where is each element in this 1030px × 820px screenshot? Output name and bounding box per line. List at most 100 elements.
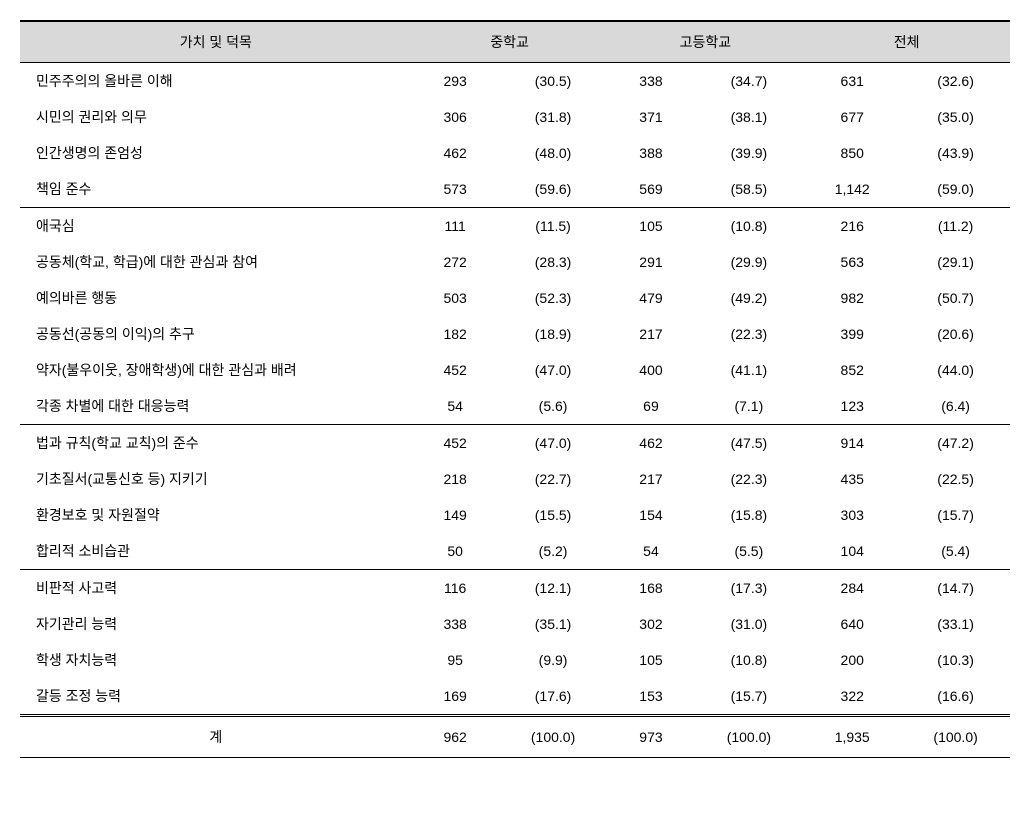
high-n: 462 — [607, 425, 694, 462]
row-label: 학생 자치능력 — [20, 642, 412, 678]
total-n: 284 — [803, 570, 901, 607]
middle-pct: (52.3) — [499, 280, 608, 316]
row-label: 예의바른 행동 — [20, 280, 412, 316]
middle-pct: (5.2) — [499, 533, 608, 570]
row-label: 민주주의의 올바른 이해 — [20, 63, 412, 100]
total-pct: (14.7) — [901, 570, 1010, 607]
table-header: 가치 및 덕목 중학교 고등학교 전체 — [20, 21, 1010, 63]
high-pct: (47.5) — [694, 425, 803, 462]
high-n: 168 — [607, 570, 694, 607]
footer-high-n: 973 — [607, 716, 694, 758]
col-header-label: 가치 및 덕목 — [20, 21, 412, 63]
table-row: 인간생명의 존엄성462(48.0)388(39.9)850(43.9) — [20, 135, 1010, 171]
row-label: 기초질서(교통신호 등) 지키기 — [20, 461, 412, 497]
high-n: 105 — [607, 208, 694, 245]
middle-pct: (47.0) — [499, 352, 608, 388]
footer-total-n: 1,935 — [803, 716, 901, 758]
table-body: 민주주의의 올바른 이해293(30.5)338(34.7)631(32.6)시… — [20, 63, 1010, 716]
row-label: 각종 차별에 대한 대응능력 — [20, 388, 412, 425]
middle-n: 95 — [412, 642, 499, 678]
col-header-high: 고등학교 — [607, 21, 803, 63]
middle-n: 293 — [412, 63, 499, 100]
total-n: 982 — [803, 280, 901, 316]
middle-pct: (11.5) — [499, 208, 608, 245]
total-n: 200 — [803, 642, 901, 678]
middle-n: 169 — [412, 678, 499, 716]
middle-n: 503 — [412, 280, 499, 316]
total-pct: (5.4) — [901, 533, 1010, 570]
high-pct: (41.1) — [694, 352, 803, 388]
row-label: 갈등 조정 능력 — [20, 678, 412, 716]
high-n: 217 — [607, 316, 694, 352]
total-pct: (32.6) — [901, 63, 1010, 100]
high-pct: (10.8) — [694, 642, 803, 678]
row-label: 약자(불우이웃, 장애학생)에 대한 관심과 배려 — [20, 352, 412, 388]
high-pct: (15.8) — [694, 497, 803, 533]
total-pct: (15.7) — [901, 497, 1010, 533]
table-row: 학생 자치능력95(9.9)105(10.8)200(10.3) — [20, 642, 1010, 678]
total-n: 435 — [803, 461, 901, 497]
high-n: 371 — [607, 99, 694, 135]
total-n: 399 — [803, 316, 901, 352]
high-pct: (49.2) — [694, 280, 803, 316]
row-label: 비판적 사고력 — [20, 570, 412, 607]
total-n: 322 — [803, 678, 901, 716]
footer-middle-pct: (100.0) — [499, 716, 608, 758]
middle-pct: (5.6) — [499, 388, 608, 425]
footer-label: 계 — [20, 716, 412, 758]
high-n: 54 — [607, 533, 694, 570]
row-label: 공동체(학교, 학급)에 대한 관심과 참여 — [20, 244, 412, 280]
total-n: 852 — [803, 352, 901, 388]
high-pct: (38.1) — [694, 99, 803, 135]
middle-n: 50 — [412, 533, 499, 570]
footer-total-pct: (100.0) — [901, 716, 1010, 758]
total-n: 850 — [803, 135, 901, 171]
table-row: 민주주의의 올바른 이해293(30.5)338(34.7)631(32.6) — [20, 63, 1010, 100]
high-n: 388 — [607, 135, 694, 171]
high-pct: (7.1) — [694, 388, 803, 425]
total-pct: (10.3) — [901, 642, 1010, 678]
middle-n: 111 — [412, 208, 499, 245]
middle-n: 462 — [412, 135, 499, 171]
total-pct: (16.6) — [901, 678, 1010, 716]
total-n: 303 — [803, 497, 901, 533]
middle-n: 338 — [412, 606, 499, 642]
table-row: 각종 차별에 대한 대응능력54(5.6)69(7.1)123(6.4) — [20, 388, 1010, 425]
values-virtues-table: 가치 및 덕목 중학교 고등학교 전체 민주주의의 올바른 이해293(30.5… — [20, 20, 1010, 758]
col-header-middle: 중학교 — [412, 21, 608, 63]
high-n: 217 — [607, 461, 694, 497]
row-label: 애국심 — [20, 208, 412, 245]
total-pct: (20.6) — [901, 316, 1010, 352]
middle-pct: (18.9) — [499, 316, 608, 352]
high-pct: (15.7) — [694, 678, 803, 716]
table-row: 법과 규칙(학교 교칙)의 준수452(47.0)462(47.5)914(47… — [20, 425, 1010, 462]
total-n: 123 — [803, 388, 901, 425]
table-row: 공동선(공동의 이익)의 추구182(18.9)217(22.3)399(20.… — [20, 316, 1010, 352]
table-row: 책임 준수573(59.6)569(58.5)1,142(59.0) — [20, 171, 1010, 208]
row-label: 자기관리 능력 — [20, 606, 412, 642]
high-pct: (58.5) — [694, 171, 803, 208]
row-label: 합리적 소비습관 — [20, 533, 412, 570]
high-pct: (29.9) — [694, 244, 803, 280]
table-row: 기초질서(교통신호 등) 지키기218(22.7)217(22.3)435(22… — [20, 461, 1010, 497]
middle-n: 218 — [412, 461, 499, 497]
total-pct: (47.2) — [901, 425, 1010, 462]
total-pct: (6.4) — [901, 388, 1010, 425]
total-pct: (59.0) — [901, 171, 1010, 208]
table-row: 환경보호 및 자원절약149(15.5)154(15.8)303(15.7) — [20, 497, 1010, 533]
footer-high-pct: (100.0) — [694, 716, 803, 758]
middle-pct: (35.1) — [499, 606, 608, 642]
footer-middle-n: 962 — [412, 716, 499, 758]
middle-pct: (47.0) — [499, 425, 608, 462]
total-pct: (43.9) — [901, 135, 1010, 171]
high-n: 479 — [607, 280, 694, 316]
total-pct: (50.7) — [901, 280, 1010, 316]
row-label: 환경보호 및 자원절약 — [20, 497, 412, 533]
high-pct: (17.3) — [694, 570, 803, 607]
high-pct: (10.8) — [694, 208, 803, 245]
total-n: 104 — [803, 533, 901, 570]
total-pct: (29.1) — [901, 244, 1010, 280]
middle-pct: (28.3) — [499, 244, 608, 280]
high-n: 400 — [607, 352, 694, 388]
high-n: 69 — [607, 388, 694, 425]
